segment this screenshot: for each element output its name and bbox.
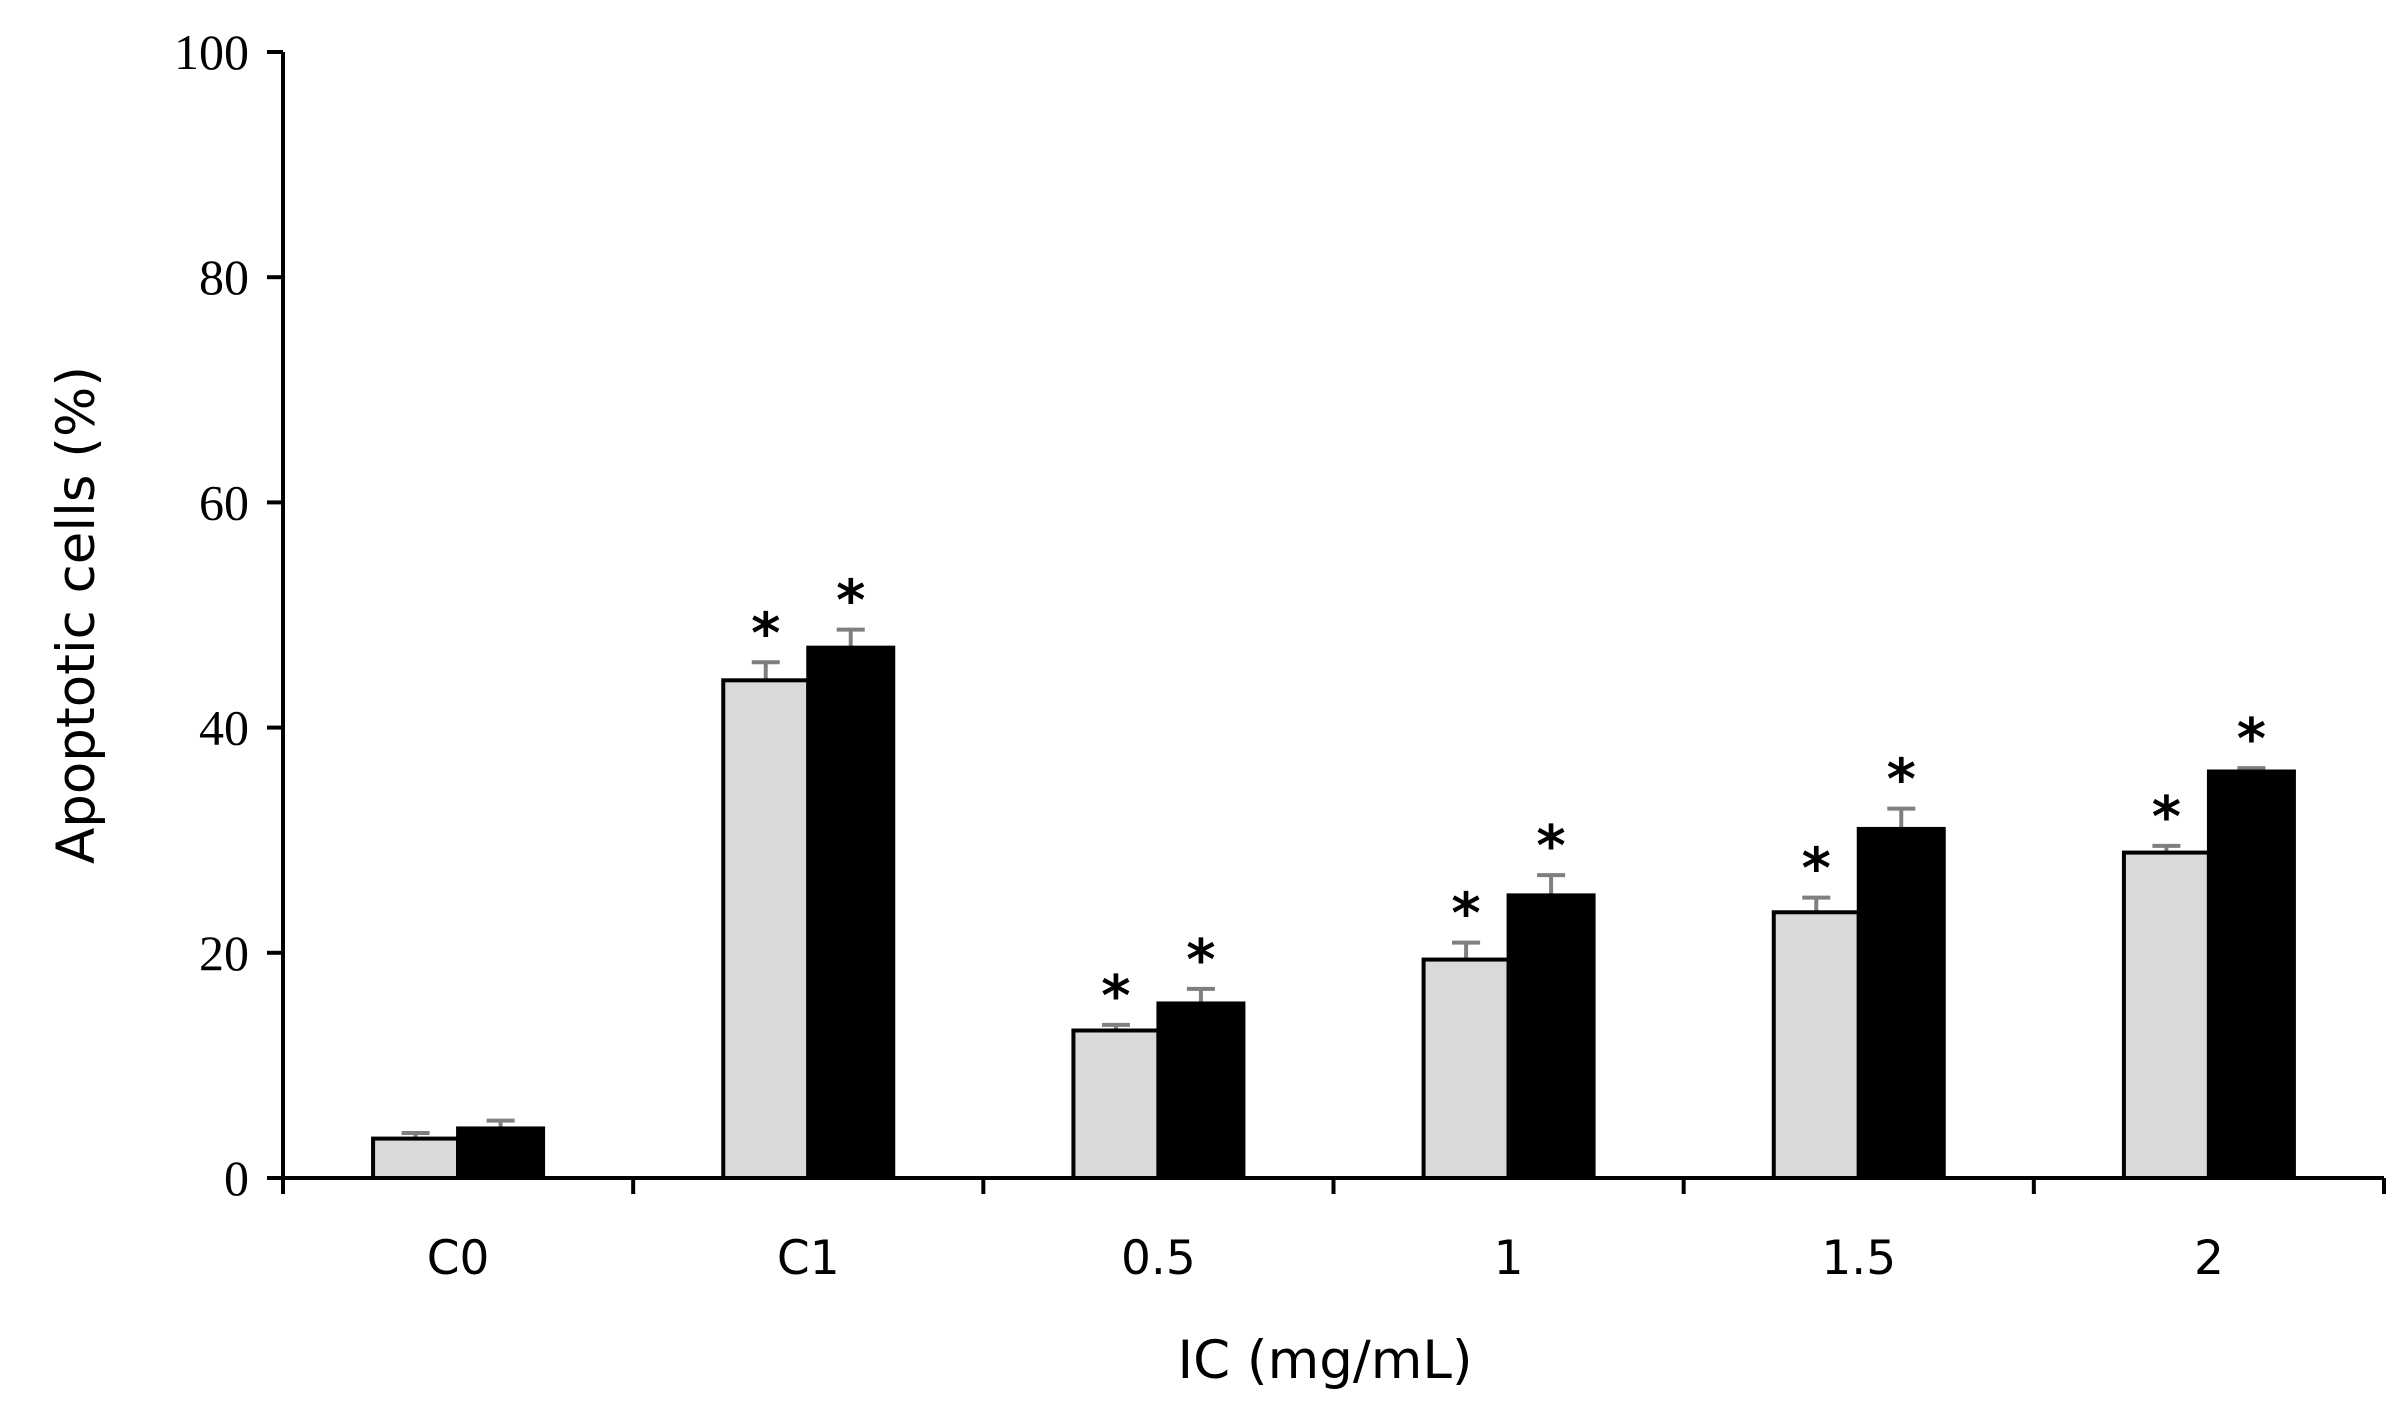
bar-series-dark-2 [2206, 769, 2296, 1180]
bar-series-light-C1 [721, 678, 811, 1180]
x-tick-label-C1: C1 [777, 1231, 840, 1286]
y-tick-label-100: 100 [174, 24, 249, 80]
significance-marker-series-dark-0.5: * [1186, 928, 1215, 993]
significance-marker-series-light-2: * [2152, 785, 2181, 850]
bars-layer [371, 627, 2296, 1181]
x-tick-label-2: 2 [2194, 1231, 2224, 1286]
bar-series-dark-C1 [806, 645, 896, 1180]
x-tick-label-1.5: 1.5 [1821, 1231, 1896, 1286]
x-axis-title: IC (mg/mL) [1177, 1330, 1472, 1391]
x-tick-label-0.5: 0.5 [1121, 1231, 1196, 1286]
y-tick-label-60: 60 [199, 474, 249, 530]
significance-marker-series-light-1.5: * [1802, 837, 1831, 902]
bar-series-light-1 [1421, 957, 1511, 1181]
y-tick-label-20: 20 [199, 925, 249, 981]
bar-series-light-C0 [371, 1136, 461, 1180]
y-tick-label-80: 80 [199, 249, 249, 305]
y-tick-label-40: 40 [199, 700, 249, 756]
significance-marker-series-dark-C1: * [836, 569, 865, 634]
bar-series-dark-1.5 [1856, 826, 1946, 1180]
significance-marker-series-light-C1: * [751, 601, 780, 666]
bar-series-light-2 [2121, 850, 2211, 1180]
x-tick-label-C0: C0 [427, 1231, 490, 1286]
significance-marker-series-dark-2: * [2237, 707, 2266, 772]
significance-marker-series-light-0.5: * [1101, 964, 1130, 1029]
x-tick-label-1: 1 [1494, 1231, 1524, 1286]
y-axis-title: Apoptotic cells (%) [46, 366, 107, 864]
bar-series-light-0.5 [1071, 1028, 1161, 1181]
bar-series-dark-1 [1506, 893, 1596, 1181]
bar-series-light-1.5 [1771, 910, 1861, 1180]
significance-marker-series-dark-1: * [1536, 814, 1565, 879]
bar-series-dark-0.5 [1156, 1001, 1246, 1180]
significance-marker-series-dark-1.5: * [1887, 748, 1916, 813]
axes-layer [267, 50, 2386, 1194]
significance-marker-series-light-1: * [1451, 882, 1480, 947]
y-tick-label-0: 0 [224, 1150, 249, 1206]
bar-series-dark-C0 [456, 1126, 546, 1181]
